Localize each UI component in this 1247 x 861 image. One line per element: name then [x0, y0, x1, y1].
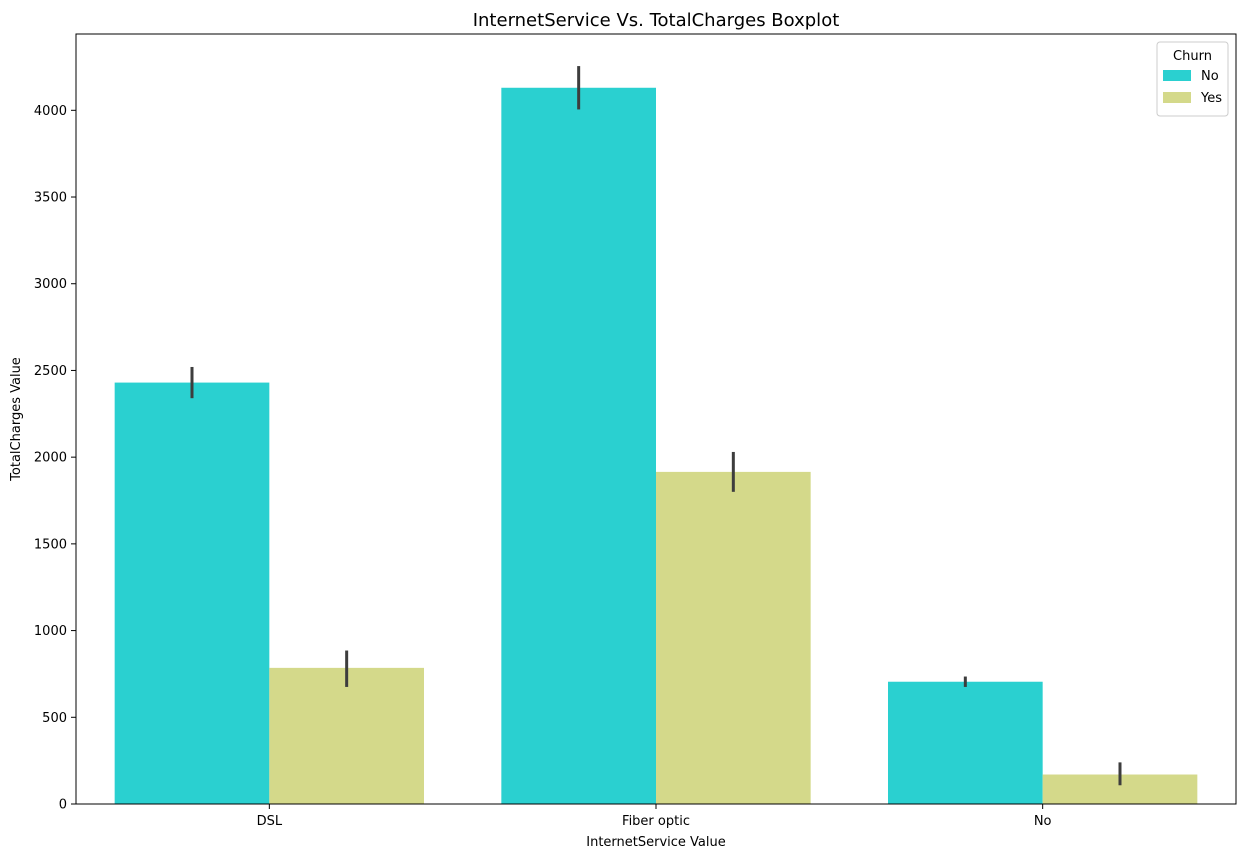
- y-tick-label: 3500: [34, 191, 67, 206]
- legend: Churn No Yes: [1156, 41, 1229, 117]
- legend-label-no: No: [1201, 69, 1219, 84]
- legend-swatch-no: [1163, 70, 1191, 81]
- bar-yes-dsl: [269, 667, 424, 804]
- y-tick-label: 2000: [34, 451, 67, 466]
- legend-swatch-yes: [1163, 92, 1191, 103]
- legend-title: Churn: [1173, 49, 1212, 64]
- y-axis-label: TotalCharges Value: [9, 357, 24, 482]
- bar-yes-fiber-optic: [656, 471, 811, 804]
- x-axis-label: InternetService Value: [586, 835, 726, 850]
- bar-no-fiber-optic: [501, 87, 656, 805]
- bar-no-no: [888, 681, 1043, 804]
- bar-no-dsl: [114, 382, 270, 804]
- x-tick-label: No: [1034, 814, 1052, 829]
- y-tick-label: 0: [59, 798, 67, 813]
- legend-label-yes: Yes: [1200, 91, 1222, 106]
- x-tick-label: DSL: [257, 814, 283, 829]
- chart-title: InternetService Vs. TotalCharges Boxplot: [473, 10, 840, 31]
- x-tick-label: Fiber optic: [622, 814, 690, 829]
- y-tick-label: 1000: [34, 624, 67, 639]
- y-tick-label: 3000: [34, 277, 67, 292]
- y-tick-label: 4000: [34, 104, 67, 119]
- y-tick-label: 2500: [34, 364, 67, 379]
- y-tick-label: 1500: [34, 537, 67, 552]
- y-tick-label: 500: [42, 711, 67, 726]
